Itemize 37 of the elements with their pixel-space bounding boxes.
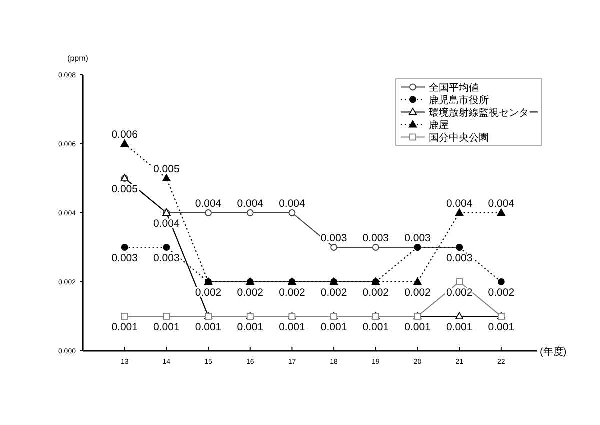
legend-label: 全国平均値 [429, 82, 479, 94]
data-label: 0.001 [446, 322, 473, 334]
data-label: 0.001 [279, 322, 306, 334]
data-label: 0.002 [404, 287, 432, 299]
data-label: 0.001 [488, 322, 515, 334]
data-label: 0.003 [404, 232, 432, 244]
data-label: 0.002 [279, 287, 306, 299]
data-label: 0.001 [154, 322, 180, 334]
data-label: 0.006 [112, 129, 138, 141]
data-label: 0.001 [404, 322, 432, 334]
legend-label: 環境放射線監視センター [429, 106, 539, 119]
data-label: 0.004 [488, 198, 515, 210]
data-label: 0.004 [446, 198, 473, 210]
data-label: 0.001 [112, 322, 138, 334]
data-label: 0.001 [320, 322, 348, 334]
data-label: 0.003 [362, 232, 390, 244]
data-label: 0.004 [195, 198, 222, 210]
data-label: 0.002 [320, 287, 348, 299]
data-label: 0.002 [488, 287, 515, 299]
data-label: 0.005 [112, 184, 138, 196]
data-label: 0.005 [154, 164, 180, 176]
data-label: 0.001 [195, 322, 222, 334]
data-label: 0.003 [446, 252, 473, 264]
legend-label: 鹿屋 [429, 119, 449, 132]
x-axis-title: (年度) [540, 346, 567, 358]
legend-label: 国分中央公園 [429, 132, 489, 144]
legend-label: 鹿児島市役所 [429, 94, 489, 106]
data-label: 0.002 [446, 287, 473, 299]
data-label: 0.001 [362, 322, 390, 334]
data-label: 0.002 [362, 287, 390, 299]
data-label: 0.002 [237, 287, 264, 299]
y-axis-title: (ppm) [68, 54, 89, 63]
data-label: 0.004 [279, 198, 306, 210]
data-label: 0.004 [237, 198, 264, 210]
data-label: 0.001 [237, 322, 264, 334]
data-label: 0.003 [154, 252, 180, 264]
data-label: 0.003 [112, 252, 138, 264]
